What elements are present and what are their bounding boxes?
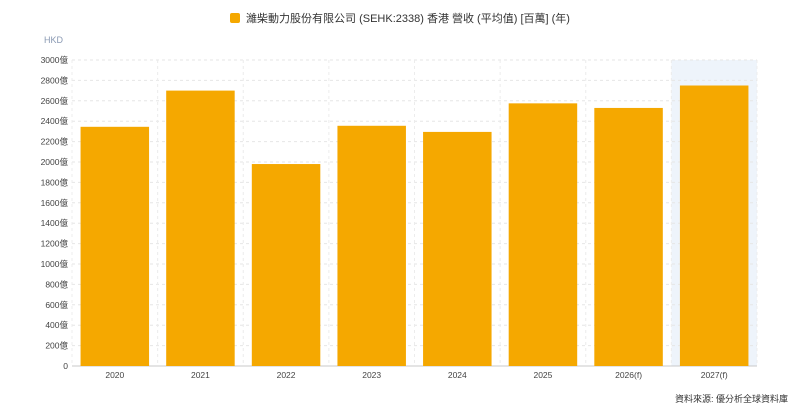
- y-tick-label: 0: [63, 361, 68, 371]
- x-tick-label: 2021: [191, 370, 210, 380]
- bar-2025[interactable]: [508, 103, 578, 366]
- y-tick-label: 600億: [45, 300, 68, 310]
- data-source-note: 資料來源: 優分析全球資料庫: [674, 394, 788, 404]
- chart-legend[interactable]: 濰柴動力股份有限公司 (SEHK:2338) 香港 營收 (平均值) [百萬] …: [0, 10, 800, 26]
- bar-2027(f)[interactable]: [679, 85, 749, 367]
- y-tick-label: 2000億: [41, 157, 69, 167]
- y-tick-label: 1600億: [41, 198, 69, 208]
- x-tick-label: 2023: [362, 370, 381, 380]
- y-axis-unit-label: HKD: [44, 35, 64, 45]
- y-tick-label: 1400億: [41, 218, 69, 228]
- y-tick-label: 1000億: [41, 259, 69, 269]
- bar-2022[interactable]: [251, 164, 321, 366]
- x-tick-label: 2024: [448, 370, 467, 380]
- y-tick-label: 2400億: [41, 116, 69, 126]
- legend-swatch: [230, 13, 241, 23]
- bar-2020[interactable]: [80, 126, 150, 366]
- bar-2026(f)[interactable]: [594, 107, 663, 366]
- bar-2024[interactable]: [423, 131, 492, 366]
- legend-label: 濰柴動力股份有限公司 (SEHK:2338) 香港 營收 (平均值) [百萬] …: [246, 13, 570, 25]
- x-tick-label: 2022: [277, 370, 296, 380]
- x-tick-label: 2027(f): [701, 370, 728, 380]
- y-tick-label: 1800億: [41, 177, 69, 187]
- bar-2023[interactable]: [337, 125, 406, 366]
- x-tick-label: 2020: [105, 370, 124, 380]
- y-tick-label: 2200億: [41, 137, 69, 147]
- y-tick-label: 1200億: [41, 239, 69, 249]
- x-tick-label: 2025: [533, 370, 552, 380]
- y-tick-label: 200億: [45, 341, 68, 351]
- y-tick-label: 2800億: [41, 75, 69, 85]
- bar-2021[interactable]: [166, 90, 235, 366]
- y-tick-label: 800億: [45, 279, 68, 289]
- x-tick-label: 2026(f): [615, 370, 642, 380]
- y-tick-label: 2600億: [41, 96, 69, 106]
- y-tick-label: 400億: [45, 320, 68, 330]
- y-tick-label: 3000億: [41, 55, 69, 65]
